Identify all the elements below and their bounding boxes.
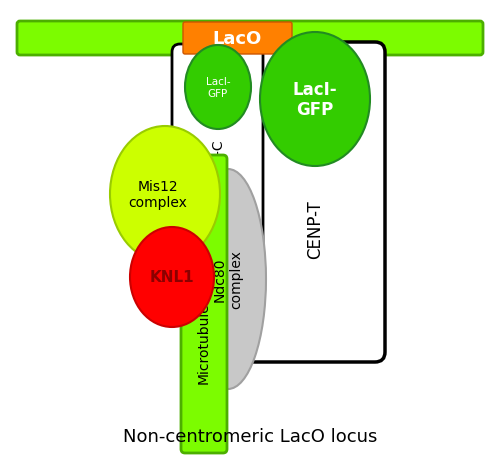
Text: Non-centromeric LacO locus: Non-centromeric LacO locus xyxy=(123,427,377,445)
Ellipse shape xyxy=(185,46,251,130)
Text: CENP-C: CENP-C xyxy=(211,139,225,190)
Text: KNL1: KNL1 xyxy=(150,270,194,285)
Text: Microtubules: Microtubules xyxy=(197,295,211,384)
FancyBboxPatch shape xyxy=(181,156,227,453)
Text: Mis12
complex: Mis12 complex xyxy=(128,180,188,210)
Text: LacI-
GFP: LacI- GFP xyxy=(292,81,338,119)
Ellipse shape xyxy=(190,170,266,389)
Ellipse shape xyxy=(110,127,220,263)
Ellipse shape xyxy=(130,228,214,327)
Text: LacI-
GFP: LacI- GFP xyxy=(206,77,231,99)
Text: CENP-T: CENP-T xyxy=(306,200,324,259)
Text: LacO: LacO xyxy=(212,30,262,48)
FancyBboxPatch shape xyxy=(172,45,263,270)
FancyBboxPatch shape xyxy=(17,22,483,56)
FancyBboxPatch shape xyxy=(183,23,292,55)
Ellipse shape xyxy=(260,33,370,167)
Text: Ndc80
complex: Ndc80 complex xyxy=(213,250,243,309)
FancyBboxPatch shape xyxy=(245,43,385,362)
